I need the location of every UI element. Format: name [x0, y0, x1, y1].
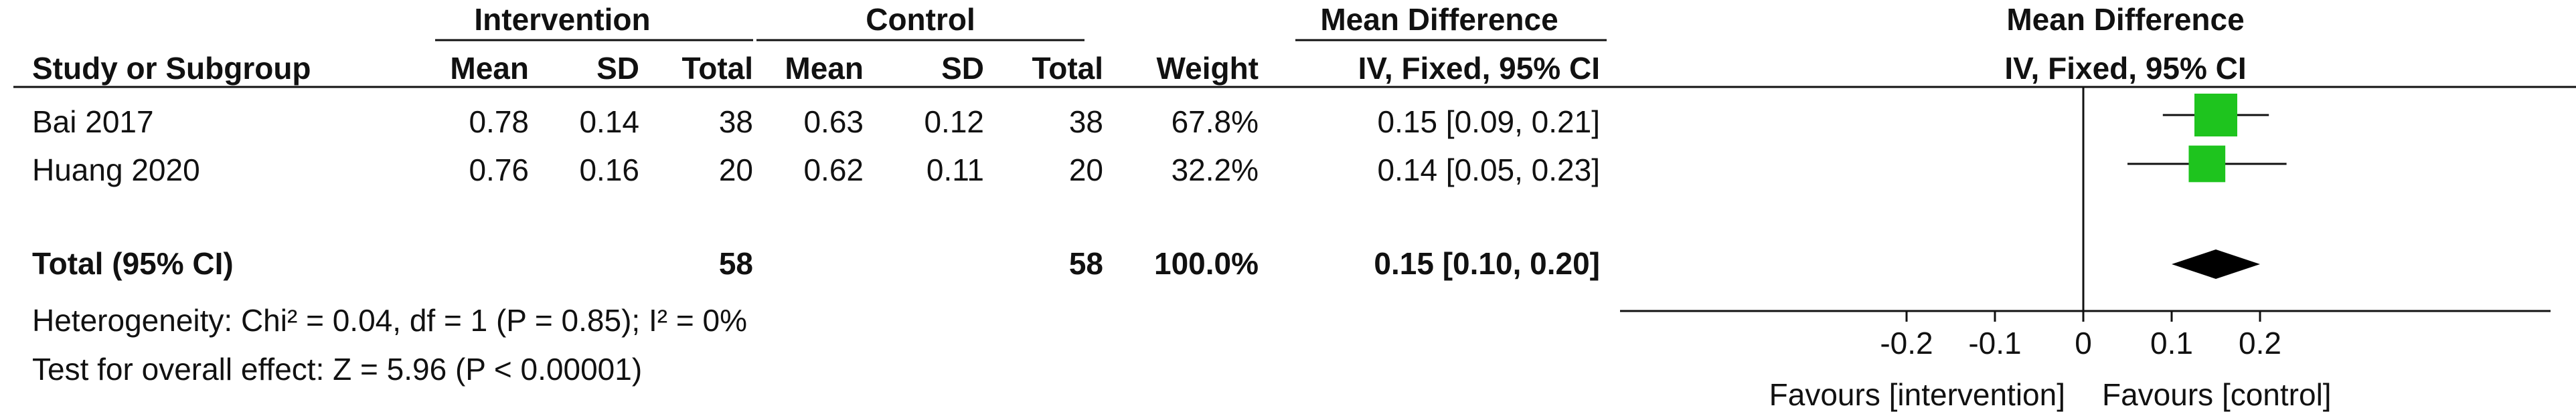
overall-effect-note: Test for overall effect: Z = 5.96 (P < 0…: [32, 352, 642, 387]
row-study: Bai 2017: [32, 104, 154, 139]
x-tick-label: 0.2: [2239, 326, 2281, 360]
header-intervention: Intervention: [474, 2, 650, 37]
x-tick-label: -0.1: [1968, 326, 2021, 360]
row-md-ci: 0.14 [0.05, 0.23]: [1378, 152, 1601, 187]
row-weight: 67.8%: [1172, 104, 1259, 139]
row-study: Huang 2020: [32, 152, 200, 187]
row-ctl-mean: 0.62: [803, 152, 864, 187]
col-ctl-mean: Mean: [785, 51, 864, 86]
col-ctl-total: Total: [1032, 51, 1103, 86]
row-int-total: 38: [719, 104, 753, 139]
x-tick-label: 0.1: [2150, 326, 2193, 360]
col-int-sd: SD: [596, 51, 639, 86]
total-weight: 100.0%: [1154, 246, 1259, 281]
col-study: Study or Subgroup: [32, 51, 311, 86]
study-effect-square: [2194, 94, 2237, 136]
row-int-mean: 0.78: [469, 104, 529, 139]
row-int-sd: 0.14: [579, 104, 639, 139]
row-md-ci: 0.15 [0.09, 0.21]: [1378, 104, 1601, 139]
row-int-sd: 0.16: [579, 152, 639, 187]
plot-area: -0.2 -0.1 0 0.1 0.2: [1620, 87, 2551, 360]
col-weight: Weight: [1157, 51, 1259, 86]
row-ctl-sd: 0.11: [927, 152, 984, 187]
total-int-total: 58: [719, 246, 753, 281]
col-md-ci: IV, Fixed, 95% CI: [1358, 51, 1600, 86]
row-weight: 32.2%: [1172, 152, 1259, 187]
col-ctl-sd: SD: [941, 51, 984, 86]
pooled-diamond: [2172, 249, 2260, 279]
plot-title: Mean Difference: [2006, 2, 2244, 37]
col-int-total: Total: [682, 51, 753, 86]
row-ctl-total: 38: [1069, 104, 1103, 139]
heterogeneity-note: Heterogeneity: Chi² = 0.04, df = 1 (P = …: [32, 303, 747, 338]
plot-subtitle: IV, Fixed, 95% CI: [2004, 51, 2246, 86]
row-ctl-total: 20: [1069, 152, 1103, 187]
favours-control-label: Favours [control]: [2102, 377, 2332, 412]
total-md-ci: 0.15 [0.10, 0.20]: [1374, 246, 1600, 281]
header-mean-difference: Mean Difference: [1320, 2, 1558, 37]
total-study: Total (95% CI): [32, 246, 234, 281]
x-tick-label: -0.2: [1880, 326, 1933, 360]
total-ctl-total: 58: [1069, 246, 1103, 281]
row-ctl-sd: 0.12: [924, 104, 984, 139]
x-tick-label: 0: [2075, 326, 2092, 360]
header-control: Control: [866, 2, 975, 37]
favours-intervention-label: Favours [intervention]: [1769, 377, 2065, 412]
col-int-mean: Mean: [450, 51, 529, 86]
study-effect-square: [2188, 145, 2226, 183]
row-ctl-mean: 0.63: [803, 104, 864, 139]
row-int-mean: 0.76: [469, 152, 529, 187]
row-int-total: 20: [719, 152, 753, 187]
